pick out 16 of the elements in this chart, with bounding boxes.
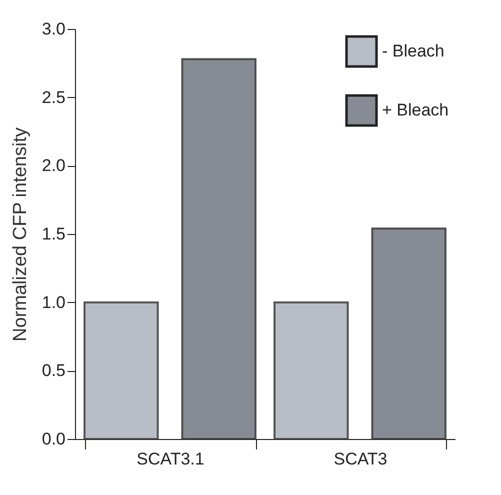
x-tick-label: SCAT3 xyxy=(334,450,388,468)
y-tick-label: 2.0 xyxy=(42,156,66,176)
y-tick-label: 1.5 xyxy=(42,224,66,244)
y-tick-label: 2.5 xyxy=(42,88,66,107)
bar xyxy=(181,58,256,440)
legend-label: + Bleach xyxy=(382,100,449,120)
x-tick-label: SCAT3.1 xyxy=(136,450,204,468)
y-tick-label: 0.5 xyxy=(42,361,66,380)
y-tick-label: 1.0 xyxy=(42,292,66,312)
y-tick-label: 3.0 xyxy=(42,20,66,38)
bar xyxy=(274,301,349,440)
y-axis-title: Normalized CFP intensity xyxy=(10,127,31,342)
y-tick-label: 0.0 xyxy=(42,430,66,448)
bar xyxy=(371,228,446,440)
bar xyxy=(84,301,159,440)
legend-label: - Bleach xyxy=(382,42,444,60)
